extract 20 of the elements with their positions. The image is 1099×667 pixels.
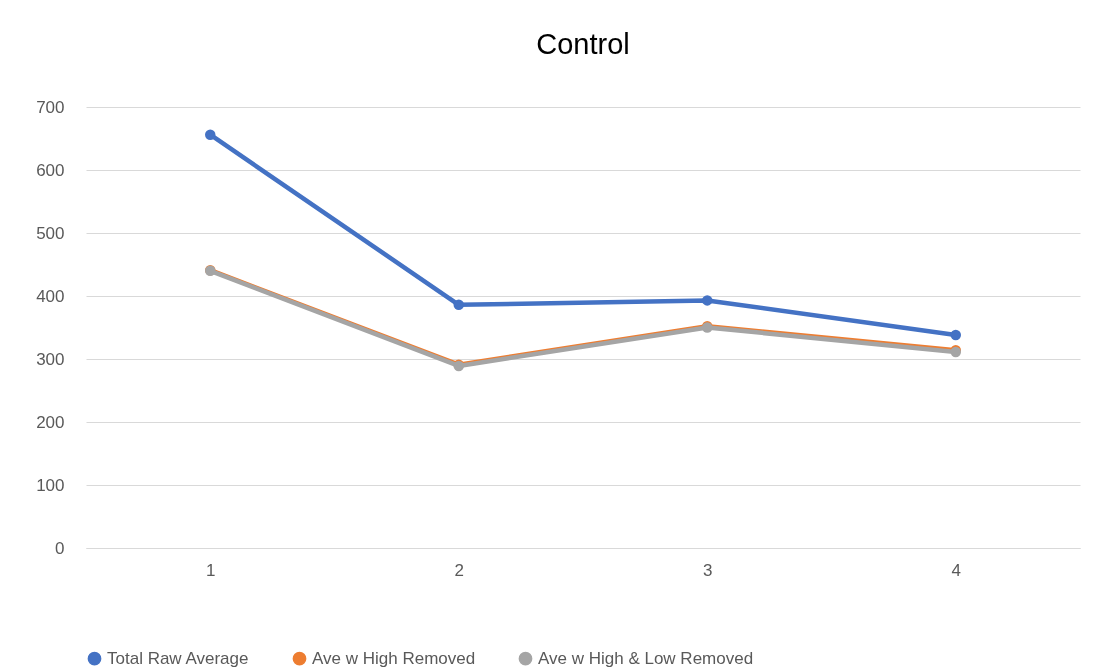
y-tick-label: 700 [36,97,65,117]
y-tick-label: 200 [36,412,65,432]
point [453,299,464,311]
point [950,329,961,341]
point [205,129,216,140]
x-tick-label: 1 [206,560,216,580]
y-tick-label: 0 [55,538,65,558]
y-tick-label: 500 [36,223,65,243]
x-tick-label: 2 [454,560,464,580]
legend-label: Total Raw Average [107,648,249,667]
y-tick-label: 400 [36,286,65,306]
point [702,295,713,306]
y-tick-label: 300 [36,349,65,369]
legend-label: Ave w High Removed [312,648,476,667]
x-tick-label: 3 [703,560,713,580]
y-tick-label: 600 [36,160,65,180]
y-tick-label: 100 [36,475,65,495]
x-tick-label: 4 [951,560,961,580]
chart-title: Control [536,28,630,60]
legend-label: Ave w High & Low Removed [538,648,754,667]
